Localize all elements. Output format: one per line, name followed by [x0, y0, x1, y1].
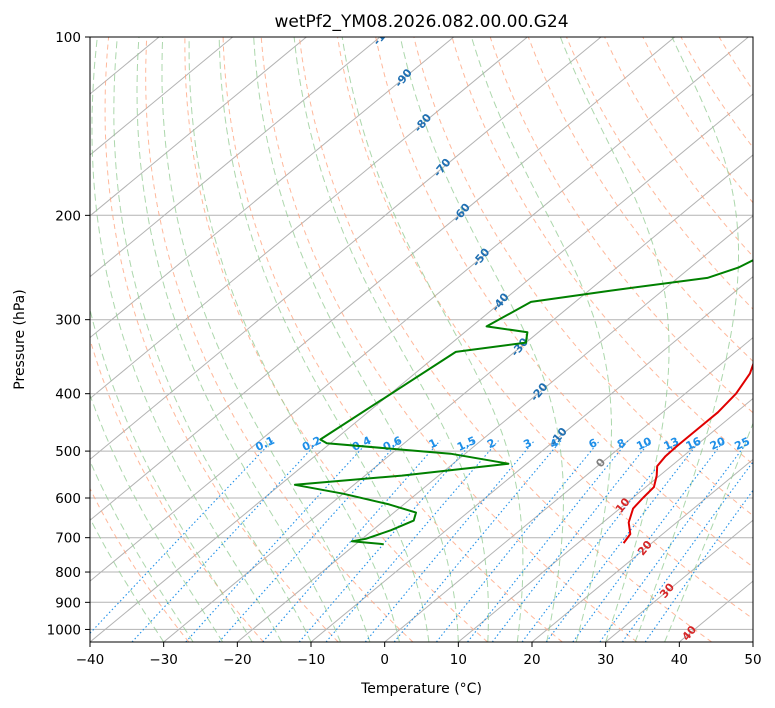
- moist-adiabat: [218, 37, 430, 642]
- plot-area: 0.10.20.40.611.52346810131620253036-100-…: [90, 18, 753, 643]
- isotherm-gridline: [310, 276, 753, 642]
- x-tick-label: −30: [149, 652, 178, 668]
- moist-adiabat: [293, 37, 489, 642]
- y-tick-label: 100: [55, 30, 81, 46]
- isotherm-gridline: [605, 519, 753, 642]
- y-tick-label: 400: [55, 387, 81, 403]
- moist-adiabat: [253, 37, 459, 642]
- isotherm-label: -100: [370, 18, 398, 48]
- mixing-ratio-line: [90, 440, 273, 635]
- plot-frame: [89, 36, 754, 643]
- isotherm-gridline: [531, 458, 753, 642]
- dry-adiabat: [527, 37, 753, 362]
- dry-adiabat: [413, 37, 753, 517]
- x-tick-label: −20: [223, 652, 252, 668]
- isotherm-gridline: [90, 37, 455, 339]
- x-tick-label: 30: [597, 652, 614, 668]
- moist-adiabat: [113, 37, 312, 642]
- mixing-ratio-label: 16: [684, 434, 704, 452]
- moist-adiabat: [634, 37, 739, 642]
- x-tick-label: −10: [297, 652, 326, 668]
- mixing-ratio-label: 13: [662, 435, 681, 453]
- moist-adiabat: [399, 37, 564, 642]
- moist-adiabat: [471, 37, 612, 642]
- isotherm-gridline: [90, 37, 749, 582]
- y-tick-label: 1000: [47, 622, 81, 638]
- moist-adiabat: [341, 37, 524, 642]
- temperature-trace: [622, 361, 753, 544]
- x-tick-label: −40: [76, 652, 105, 668]
- mixing-ratio-label: 20: [708, 435, 728, 453]
- dry-adiabat: [375, 37, 753, 568]
- dry-adiabat: [298, 37, 712, 642]
- mixing-ratio-line: [435, 440, 601, 642]
- isotherm-label: 40: [679, 623, 699, 643]
- dry-adiabat: [604, 37, 753, 258]
- dry-adiabat: [642, 37, 753, 204]
- x-axis-label: Temperature (°C): [360, 681, 482, 697]
- x-tick-label: 20: [523, 652, 540, 668]
- mixing-ratio-line: [185, 440, 370, 642]
- x-tick-label: 0: [380, 652, 389, 668]
- isotherm-gridline: [90, 37, 528, 400]
- x-tick-label: 50: [744, 652, 761, 668]
- dry-adiabat: [680, 37, 753, 149]
- mixing-ratio-line: [262, 440, 441, 642]
- mixing-ratio-line: [599, 440, 750, 642]
- isotherm-gridline: [90, 93, 753, 642]
- mixing-ratio-line: [218, 440, 401, 642]
- isotherm-gridline: [90, 37, 676, 521]
- mixing-ratio-line: [298, 440, 475, 642]
- dry-adiabat: [90, 337, 264, 642]
- moist-adiabat: [136, 37, 341, 642]
- moist-adiabat: [91, 37, 282, 642]
- isotherm-gridline: [90, 37, 234, 156]
- dry-adiabat: [337, 37, 753, 620]
- mixing-ratio-line: [621, 461, 753, 642]
- dry-adiabat: [260, 37, 638, 642]
- isotherm-gridline: [384, 336, 753, 642]
- mixing-ratio-line: [491, 440, 652, 642]
- mixing-ratio-line: [572, 440, 725, 642]
- isotherm-gridline: [457, 397, 753, 642]
- y-tick-label: 300: [55, 313, 81, 329]
- y-tick-label: 200: [55, 208, 81, 224]
- y-tick-label: 600: [55, 491, 81, 507]
- y-tick-label: 800: [55, 565, 81, 581]
- y-axis-label: Pressure (hPa): [12, 289, 28, 389]
- axes: −40 −30 −20 −10 0 10 20 30 40 50 100 200 300 400 500 60…: [47, 30, 762, 668]
- dry-adiabat: [222, 37, 563, 642]
- dry-adiabat: [145, 37, 414, 642]
- x-tick-label: 40: [671, 652, 688, 668]
- mixing-ratio-line: [393, 440, 562, 642]
- moist-adiabat: [161, 37, 371, 642]
- moist-adiabat: [559, 37, 670, 642]
- dry-adiabat: [184, 37, 488, 642]
- dry-adiabat: [104, 37, 339, 642]
- isotherm-gridline: [90, 37, 307, 217]
- x-tick-label: 10: [450, 652, 467, 668]
- dry-adiabat: [489, 37, 753, 414]
- dewpoint-trace: [293, 259, 753, 546]
- mixing-ratio-label: 25: [733, 435, 752, 453]
- isotherm-gridline: [163, 154, 753, 642]
- y-tick-label: 500: [55, 444, 81, 460]
- isotherm-gridline: [90, 37, 381, 278]
- isotherm-gridline: [90, 37, 602, 460]
- y-tick-label: 900: [55, 595, 81, 611]
- mixing-ratio-label: 10: [634, 435, 654, 453]
- mixing-ratio-line: [131, 440, 320, 642]
- chart-title: wetPf2_YM08.2026.082.00.00.G24: [274, 12, 568, 32]
- y-tick-label: 700: [55, 531, 81, 547]
